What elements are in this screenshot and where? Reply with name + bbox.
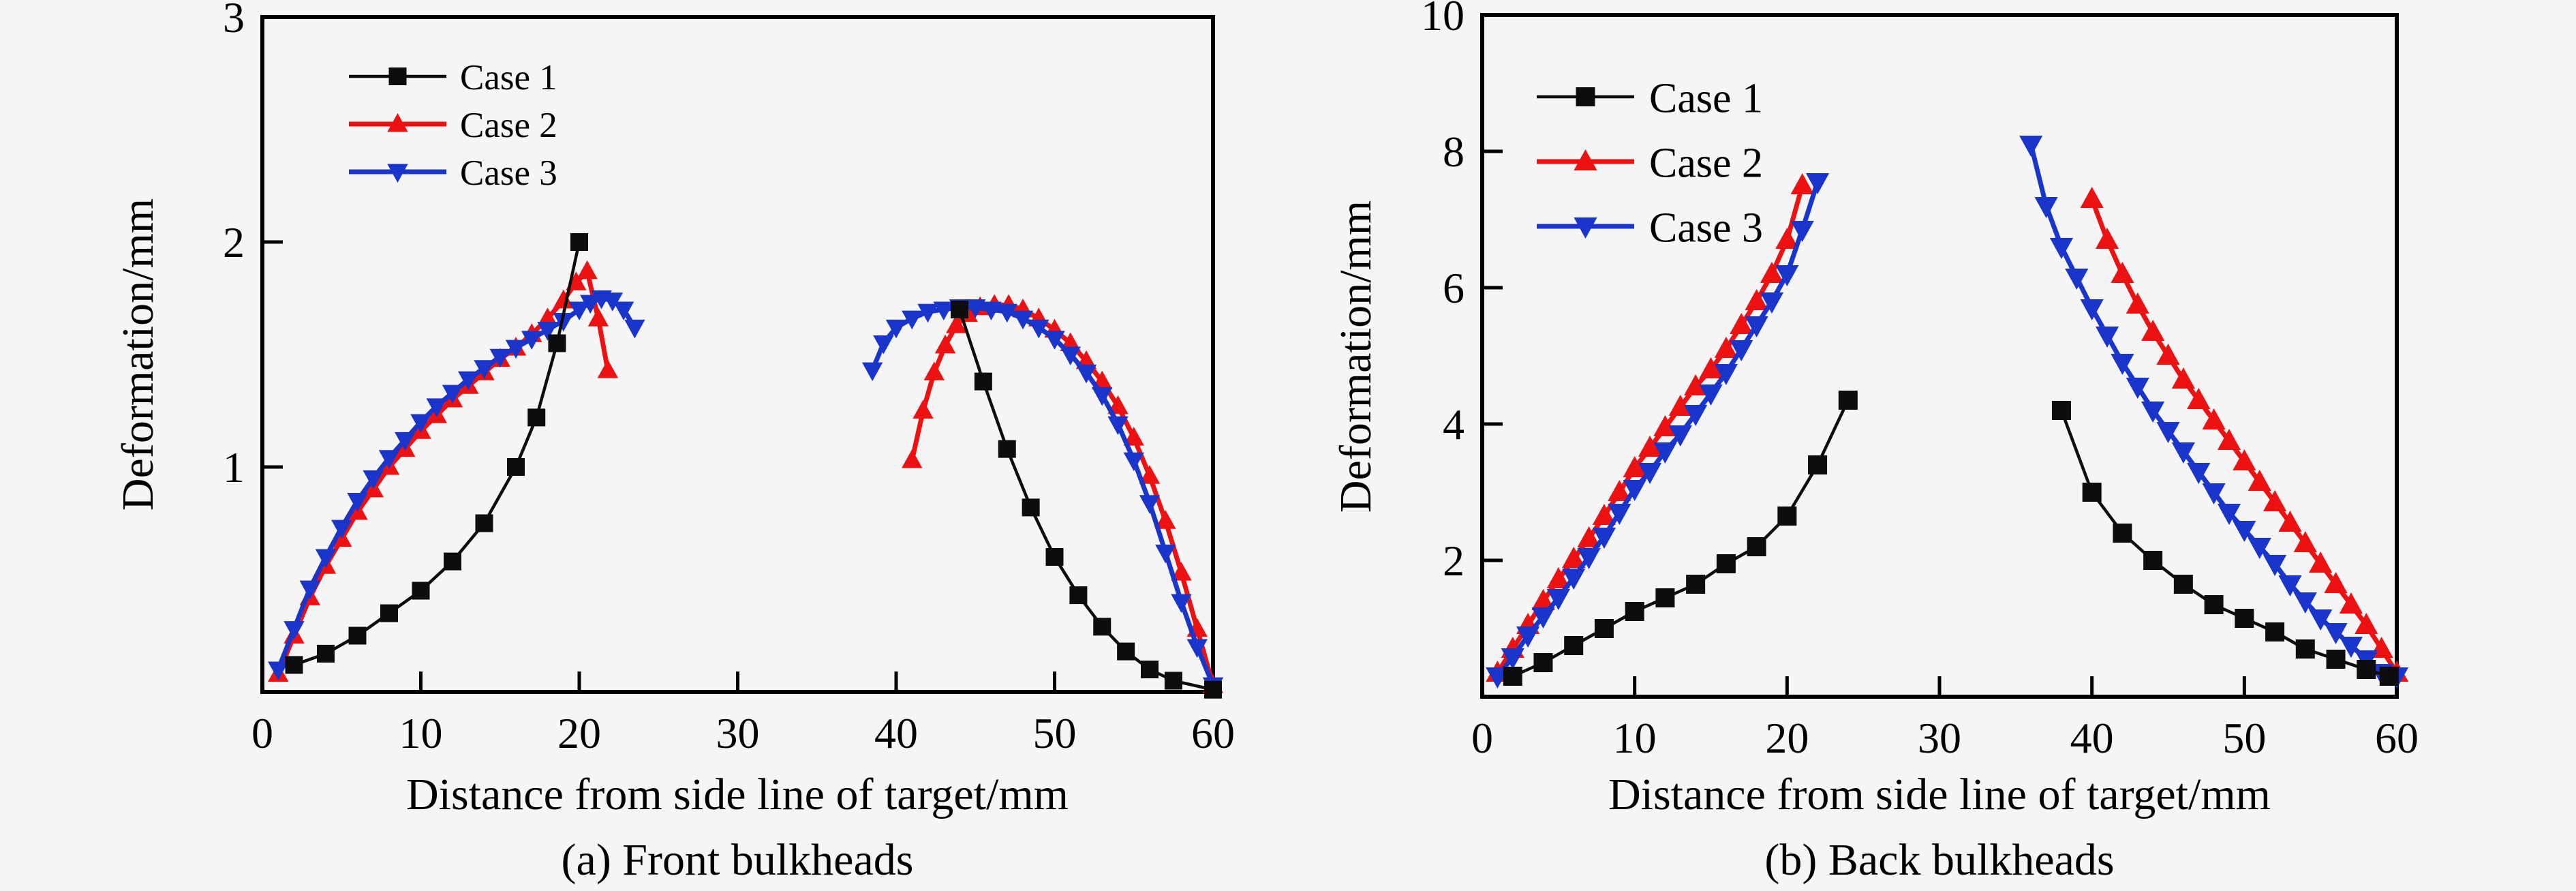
legend-item-case-3: Case 3 xyxy=(349,153,557,193)
chart-a-plot: 0 10 20 30 40 50 60 1 2 3 Case 1 Case 2 Case 3 xyxy=(223,0,1235,757)
legend-label: Case 3 xyxy=(1649,205,1763,251)
x-tick-label: 0 xyxy=(1471,714,1493,762)
chart-a-x-axis-title: Distance from side line of target/mm xyxy=(405,770,1069,819)
legend-label: Case 3 xyxy=(460,153,557,193)
x-tick-label: 60 xyxy=(1191,709,1235,757)
chart-a-caption: (a) Front bulkheads xyxy=(561,835,914,885)
chart-a-series-case-3 xyxy=(268,290,1224,697)
x-tick-label: 60 xyxy=(2375,714,2419,762)
x-tick-label: 10 xyxy=(399,709,443,757)
chart-a-legend: Case 1 Case 2 Case 3 xyxy=(349,58,557,193)
y-tick-label: 8 xyxy=(1443,127,1465,176)
series-line xyxy=(293,241,581,667)
chart-b-x-axis-title: Distance from side line of target/mm xyxy=(1608,770,2271,819)
x-tick-label: 0 xyxy=(251,709,273,757)
x-tick-label: 20 xyxy=(1765,714,1809,762)
chart-b-series-case-2 xyxy=(1486,173,2409,682)
chart-b-frame xyxy=(1480,13,2399,699)
chart-a-series-case-2 xyxy=(268,260,1224,693)
chart-b-x-axis: 0 10 20 30 40 50 60 xyxy=(1471,676,2419,762)
chart-b-series-case-3 xyxy=(1486,136,2409,689)
series-line xyxy=(275,296,637,671)
x-tick-label: 40 xyxy=(2070,714,2114,762)
legend-item-case-2: Case 2 xyxy=(1537,140,1763,186)
x-tick-label: 10 xyxy=(1613,714,1657,762)
series-line xyxy=(1495,181,1820,678)
chart-a-series-case-1 xyxy=(285,233,1222,699)
legend-item-case-1: Case 1 xyxy=(1537,75,1763,121)
chart-b-plot: 0 10 20 30 40 50 60 2 4 6 8 10 Case 1 Case 2 Case 3 xyxy=(1421,0,2419,762)
y-tick-label: 6 xyxy=(1443,264,1465,312)
chart-a-y-axis-title: Deformation/mm xyxy=(113,198,163,511)
series-line xyxy=(909,302,1216,686)
legend-label: Case 1 xyxy=(460,58,557,97)
x-tick-label: 20 xyxy=(557,709,601,757)
x-tick-label: 50 xyxy=(2222,714,2266,762)
y-tick-label: 4 xyxy=(1443,400,1465,449)
x-tick-label: 50 xyxy=(1033,709,1077,757)
y-tick-label: 1 xyxy=(223,443,245,492)
chart-b-series-case-1 xyxy=(1503,391,2399,686)
legend-item-case-3: Case 3 xyxy=(1537,205,1763,251)
x-tick-label: 30 xyxy=(716,709,760,757)
y-tick-label: 2 xyxy=(223,218,245,267)
x-tick-label: 40 xyxy=(874,709,918,757)
chart-b-caption: (b) Back bulkheads xyxy=(1764,835,2115,885)
legend-label: Case 1 xyxy=(1649,75,1763,121)
series-line xyxy=(870,305,1216,686)
y-tick-label: 2 xyxy=(1443,537,1465,585)
legend-item-case-1: Case 1 xyxy=(349,58,557,97)
chart-b-legend: Case 1 Case 2 Case 3 xyxy=(1537,75,1763,251)
legend-label: Case 2 xyxy=(460,106,557,145)
y-tick-label: 10 xyxy=(1421,0,1465,40)
chart-b-y-axis-title: Deformation/mm xyxy=(1331,200,1381,513)
chart-b-y-axis: 2 4 6 8 10 xyxy=(1421,0,1503,585)
x-tick-label: 30 xyxy=(1918,714,1961,762)
chart-a-x-axis: 0 10 20 30 40 50 60 xyxy=(251,671,1235,757)
legend-label: Case 2 xyxy=(1649,140,1763,186)
legend-item-case-2: Case 2 xyxy=(349,106,557,145)
chart-a-y-axis: 1 2 3 xyxy=(223,0,283,492)
y-tick-label: 3 xyxy=(223,0,245,42)
